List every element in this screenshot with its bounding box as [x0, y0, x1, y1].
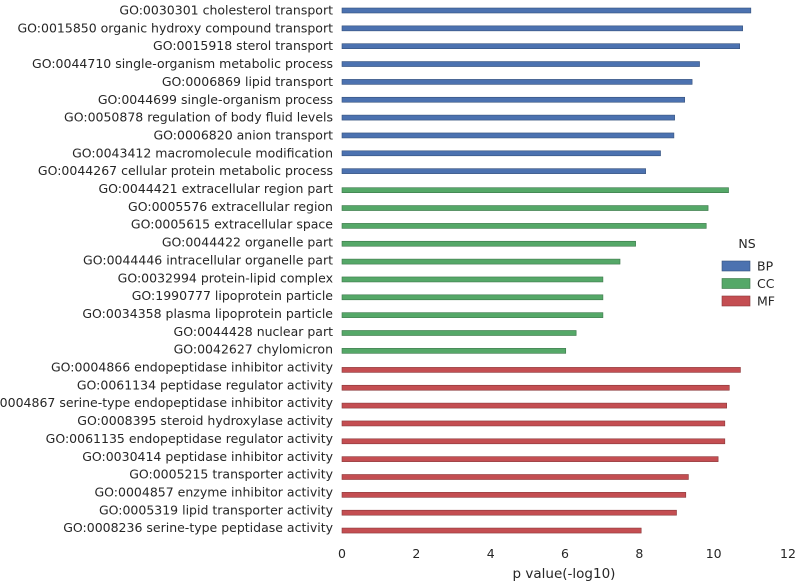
bar-bp-5 [341, 79, 693, 85]
category-label: GO:0030301 cholesterol transport [119, 3, 333, 18]
category-label: GO:0005576 extracellular region [128, 199, 333, 214]
x-tick-label: 0 [338, 546, 346, 561]
legend-label-mf: MF [757, 294, 775, 309]
category-label: GO:0008395 steroid hydroxylase activity [77, 413, 333, 428]
legend-swatch-bp [721, 260, 751, 272]
bar-bp-9 [341, 150, 661, 157]
category-label: GO:0005215 transporter activity [129, 467, 333, 482]
bar-bp-4 [341, 61, 700, 67]
category-label: GO:0050878 regulation of body fluid leve… [64, 110, 333, 125]
category-label: GO:0034358 plasma lipoprotein particle [82, 306, 333, 321]
category-label: GO:0044446 intracellular organelle part [83, 252, 333, 267]
bar-mf-9 [341, 509, 677, 516]
bar-cc-4 [341, 240, 636, 247]
x-tick-label: 4 [487, 546, 495, 561]
bar-bp-2 [341, 25, 743, 32]
bar-cc-2 [341, 205, 709, 211]
bar-cc-3 [341, 223, 707, 229]
bar-mf-4 [341, 420, 726, 427]
legend-title: NS [738, 236, 755, 251]
category-label: GO:0043412 macromolecule modification [72, 145, 333, 160]
bar-cc-5 [341, 258, 621, 265]
category-label: GO:0004857 enzyme inhibitor activity [94, 484, 333, 499]
category-label: GO:0006820 anion transport [153, 127, 333, 142]
category-labels: GO:0030301 cholesterol transport GO:00158… [0, 3, 334, 536]
category-label: GO:0015850 organic hydroxy compound tran… [17, 20, 333, 35]
bar-mf-2 [341, 384, 730, 391]
bar-cc-1 [341, 187, 729, 193]
category-label: GO:0005319 lipid transporter activity [99, 502, 334, 517]
category-label: GO:0005615 extracellular space [131, 217, 333, 232]
x-tick-label: 6 [561, 546, 569, 561]
bar-bp-7 [341, 114, 675, 121]
category-label: GO:0044421 extracellular region part [98, 181, 333, 196]
category-label: GO:0004867 serine-type endopeptidase inh… [0, 395, 334, 410]
category-label: GO:0061134 peptidase regulator activity [77, 377, 334, 392]
x-axis-ticks: 0 2 4 6 8 10 12 [338, 546, 796, 561]
x-tick-label: 2 [412, 546, 420, 561]
legend-items: BP CC MF [721, 259, 775, 309]
legend-swatch-mf [721, 295, 751, 307]
category-label: GO:0044422 organelle part [162, 235, 333, 250]
category-label: GO:0044267 cellular protein metabolic pr… [38, 163, 333, 178]
bar-bp-1 [341, 7, 752, 14]
category-label: GO:0004866 endopeptidase inhibitor activ… [51, 360, 334, 375]
category-label: GO:0006869 lipid transport [162, 74, 333, 89]
category-label: GO:0030414 peptidase inhibitor activity [82, 449, 333, 464]
bar-bp-8 [341, 132, 675, 139]
bar-mf-10 [341, 527, 642, 534]
bar-mf-5 [341, 438, 726, 445]
legend-label-bp: BP [757, 259, 774, 274]
bar-bp-10 [341, 168, 646, 174]
bar-cc-8 [341, 312, 604, 318]
legend: NS BP CC MF [721, 236, 775, 309]
bar-mf-6 [341, 456, 719, 462]
legend-label-cc: CC [757, 276, 775, 291]
category-label: GO:0061135 endopeptidase regulator activ… [46, 431, 334, 446]
bar-cc-10 [341, 348, 567, 354]
x-tick-label: 12 [780, 546, 796, 561]
category-label: GO:0044710 single-organism metabolic pro… [32, 56, 333, 71]
category-label: GO:1990777 lipoprotein particle [132, 288, 334, 303]
category-label: GO:0042627 chylomicron [174, 342, 333, 357]
bars-group [341, 7, 752, 534]
bar-mf-8 [341, 492, 687, 498]
bar-mf-3 [341, 402, 727, 409]
category-label: GO:0008236 serine-type peptidase activit… [63, 520, 333, 535]
x-tick-label: 8 [635, 546, 643, 561]
bar-bp-6 [341, 96, 685, 103]
category-label: GO:0044428 nuclear part [174, 324, 334, 339]
bar-bp-3 [341, 43, 740, 50]
category-label: GO:0032994 protein-lipid complex [118, 270, 333, 285]
x-tick-label: 10 [706, 546, 722, 561]
bar-mf-1 [341, 367, 741, 373]
bar-cc-7 [341, 294, 604, 301]
bar-cc-6 [341, 276, 604, 283]
category-label: GO:0044699 single-organism process [98, 92, 333, 107]
x-axis-title: p value(-log10) [513, 566, 616, 582]
bar-cc-9 [341, 330, 577, 336]
bar-mf-7 [341, 474, 689, 480]
category-label: GO:0015918 sterol transport [153, 38, 333, 53]
legend-swatch-cc [721, 278, 751, 289]
